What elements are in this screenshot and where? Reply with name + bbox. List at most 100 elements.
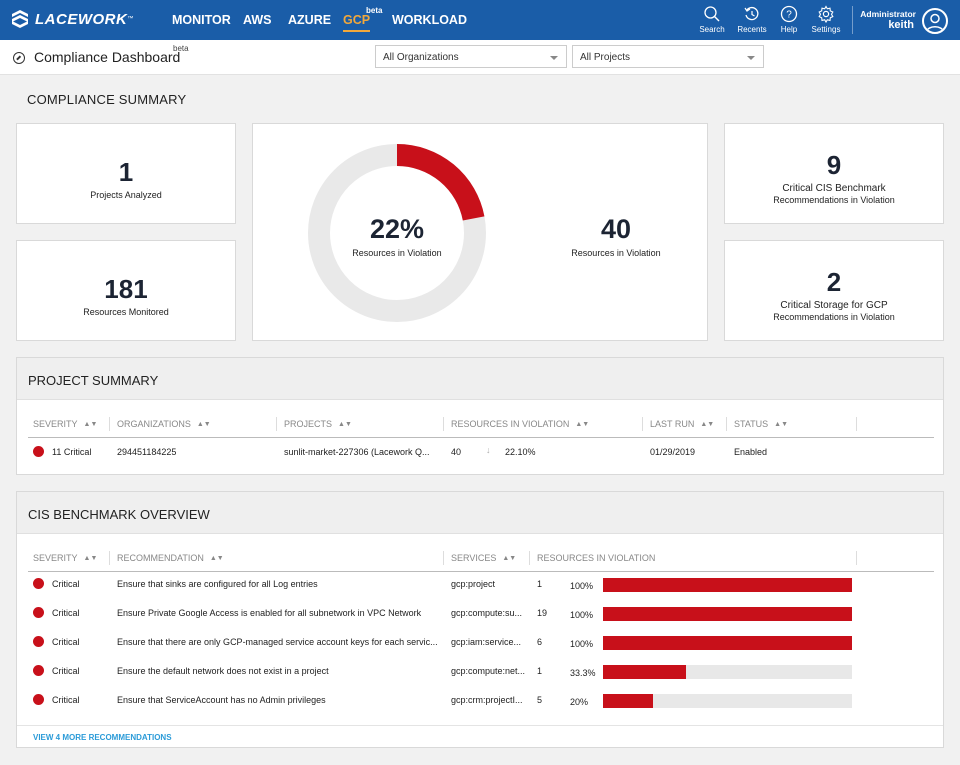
column-header-recommendation[interactable]: RECOMMENDATION ▲▼ bbox=[117, 553, 224, 563]
chevron-down-icon bbox=[747, 56, 755, 60]
violations-value: 40 bbox=[600, 214, 632, 244]
violation-percent-cell: 100% bbox=[570, 639, 594, 649]
avatar[interactable] bbox=[922, 8, 948, 34]
severity-cell: Critical bbox=[52, 666, 80, 676]
project-summary-panel: PROJECT SUMMARY SEVERITY ▲▼ ORGANIZATIONS… bbox=[16, 357, 944, 475]
nav-item-azure[interactable]: AZURE bbox=[288, 13, 332, 27]
recents-button[interactable]: Recents bbox=[732, 5, 772, 34]
project-summary-title: PROJECT SUMMARY bbox=[28, 373, 159, 388]
storage-critical-label: Critical Storage for GCP bbox=[780, 300, 888, 311]
lacework-logo[interactable]: LACEWORK ™ bbox=[10, 9, 133, 29]
violation-percent-cell: 33.3% bbox=[570, 668, 596, 678]
critical-severity-dot bbox=[33, 446, 44, 457]
projects-analyzed-value: 1 bbox=[118, 157, 134, 187]
chevron-down-icon bbox=[550, 56, 558, 60]
projects-analyzed-card: 1 Projects Analyzed bbox=[16, 123, 236, 224]
service-cell: gcp:iam:service... bbox=[451, 637, 522, 647]
service-cell: gcp:compute:su... bbox=[451, 608, 523, 618]
page-beta-badge: beta bbox=[173, 44, 189, 53]
severity-cell: 11 Critical bbox=[52, 447, 92, 457]
project-select[interactable]: All Projects bbox=[572, 45, 764, 68]
recommendation-cell[interactable]: Ensure that sinks are configured for all… bbox=[117, 579, 318, 589]
critical-severity-dot bbox=[33, 665, 44, 676]
column-header-services[interactable]: SERVICES ▲▼ bbox=[451, 553, 517, 563]
violation-bar bbox=[603, 636, 852, 650]
sort-icon: ▲▼ bbox=[209, 555, 224, 562]
cis-benchmark-title: CIS BENCHMARK OVERVIEW bbox=[28, 507, 210, 522]
recommendation-cell[interactable]: Ensure that there are only GCP-managed s… bbox=[117, 637, 438, 647]
nav-gcp-beta-badge: beta bbox=[366, 6, 383, 15]
severity-cell: Critical bbox=[52, 695, 80, 705]
critical-severity-dot bbox=[33, 607, 44, 618]
violation-bar-fill bbox=[603, 636, 852, 650]
arrow-down-icon: ↓ bbox=[486, 445, 491, 455]
sort-icon: ▲▼ bbox=[502, 555, 517, 562]
user-role: Administrator bbox=[860, 9, 916, 19]
sort-icon: ▲▼ bbox=[83, 555, 98, 562]
lacework-logo-icon bbox=[12, 10, 28, 28]
donut-violation-arc bbox=[396, 144, 485, 221]
resources-monitored-card: 181 Resources Monitored bbox=[16, 240, 236, 341]
service-cell: gcp:project bbox=[451, 579, 496, 589]
recommendation-cell[interactable]: Ensure Private Google Access is enabled … bbox=[117, 608, 422, 618]
cis-benchmark-header: CIS BENCHMARK OVERVIEW bbox=[17, 492, 943, 534]
search-icon bbox=[704, 6, 720, 22]
violation-bar-fill bbox=[603, 607, 852, 621]
column-header-severity[interactable]: SEVERITY ▲▼ bbox=[33, 419, 98, 429]
search-button[interactable]: Search bbox=[692, 5, 732, 34]
project-summary-header: PROJECT SUMMARY bbox=[17, 358, 943, 400]
resources-monitored-value: 181 bbox=[104, 274, 148, 304]
column-header-projects[interactable]: PROJECTS ▲▼ bbox=[284, 419, 352, 429]
resources-monitored-label: Resources Monitored bbox=[83, 307, 169, 317]
settings-button[interactable]: Settings bbox=[806, 5, 846, 34]
project-cell[interactable]: sunlit-market-227306 (Lacework Q... bbox=[284, 447, 430, 457]
nav-item-gcp[interactable]: GCP bbox=[343, 13, 371, 32]
compliance-summary-title: COMPLIANCE SUMMARY bbox=[27, 92, 187, 107]
violation-bar bbox=[603, 607, 852, 621]
storage-critical-card: 2 Critical Storage for GCP Recommendatio… bbox=[724, 240, 944, 341]
column-header-status[interactable]: STATUS ▲▼ bbox=[734, 419, 789, 429]
user-name[interactable]: keith bbox=[888, 19, 914, 31]
service-cell: gcp:compute:net... bbox=[451, 666, 526, 676]
nav-item-workload[interactable]: WORKLOAD bbox=[392, 13, 467, 27]
svg-text:?: ? bbox=[786, 10, 792, 21]
logo-text: LACEWORK bbox=[35, 10, 128, 28]
compass-icon bbox=[13, 52, 25, 64]
settings-label: Settings bbox=[811, 25, 841, 34]
donut-label: Resources in Violation bbox=[352, 248, 442, 258]
organization-cell: 294451184225 bbox=[117, 447, 177, 457]
page-title: Compliance Dashboard bbox=[34, 49, 181, 65]
critical-severity-dot bbox=[33, 636, 44, 647]
column-header-last-run[interactable]: LAST RUN ▲▼ bbox=[650, 419, 715, 429]
recommendation-cell[interactable]: Ensure the default network does not exis… bbox=[117, 666, 329, 676]
history-icon bbox=[744, 6, 759, 21]
resources-count-cell: 40 bbox=[451, 447, 462, 457]
violation-bar bbox=[603, 665, 852, 679]
violations-label: Resources in Violation bbox=[571, 248, 661, 258]
resource-count-cell: 6 bbox=[537, 637, 543, 647]
severity-cell: Critical bbox=[52, 608, 80, 618]
organization-select[interactable]: All Organizations bbox=[375, 45, 567, 68]
resource-count-cell: 5 bbox=[537, 695, 543, 705]
column-header-organizations[interactable]: ORGANIZATIONS ▲▼ bbox=[117, 419, 211, 429]
nav-item-monitor[interactable]: MONITOR bbox=[172, 13, 231, 27]
help-button[interactable]: ? Help bbox=[769, 5, 809, 34]
view-more-recommendations-link[interactable]: VIEW 4 MORE RECOMMENDATIONS bbox=[33, 733, 172, 742]
recents-label: Recents bbox=[737, 25, 767, 34]
column-header-resources-in-violation[interactable]: RESOURCES IN VIOLATION ▲▼ bbox=[451, 419, 590, 429]
violation-percent-cell: 20% bbox=[570, 697, 589, 707]
last-run-cell: 01/29/2019 bbox=[650, 447, 696, 457]
cis-critical-card: 9 Critical CIS Benchmark Recommendations… bbox=[724, 123, 944, 224]
user-avatar-icon bbox=[925, 13, 945, 32]
nav-divider bbox=[852, 6, 853, 34]
recommendation-cell[interactable]: Ensure that ServiceAccount has no Admin … bbox=[117, 695, 326, 705]
critical-severity-dot bbox=[33, 694, 44, 705]
violation-percent-cell: 100% bbox=[570, 581, 594, 591]
violation-bar bbox=[603, 694, 852, 708]
donut-percent: 22% bbox=[369, 214, 425, 244]
nav-item-aws[interactable]: AWS bbox=[243, 13, 272, 27]
violation-bar bbox=[603, 578, 852, 592]
resource-count-cell: 1 bbox=[537, 579, 543, 589]
column-header-severity[interactable]: SEVERITY ▲▼ bbox=[33, 553, 98, 563]
storage-critical-value: 2 bbox=[826, 267, 842, 297]
